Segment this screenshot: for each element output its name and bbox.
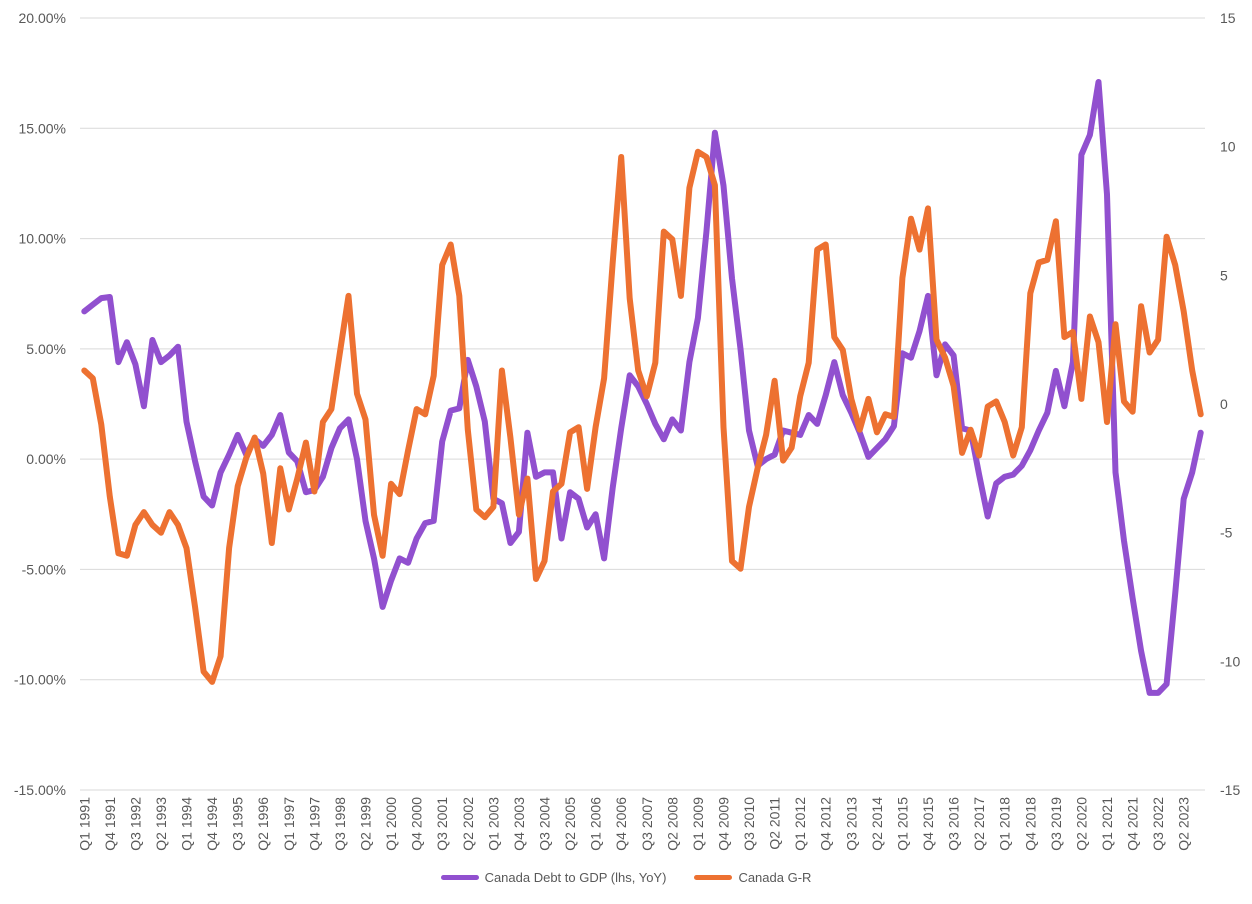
x-tick-label: Q1 2003 [485, 797, 501, 851]
x-tick-label: Q4 2009 [715, 797, 731, 851]
right-y-tick-label: -5 [1220, 525, 1233, 541]
x-tick-label: Q1 2006 [588, 797, 604, 851]
right-y-axis: 15 10 5 0 -5 -10 -15 [1220, 10, 1240, 798]
x-tick-label: Q4 2003 [511, 797, 527, 851]
x-tick-label: Q1 1991 [76, 797, 92, 851]
right-y-tick-label: 5 [1220, 267, 1228, 283]
x-tick-label: Q2 1999 [358, 797, 374, 851]
x-tick-label: Q2 2020 [1073, 797, 1089, 851]
x-tick-label: Q1 2000 [383, 797, 399, 851]
x-tick-label: Q4 2000 [409, 797, 425, 851]
line-chart: 20.00% 15.00% 10.00% 5.00% 0.00% -5.00% -10.00… [14, 10, 1241, 851]
x-tick-label: Q2 2017 [971, 797, 987, 851]
left-y-tick-label: -15.00% [14, 782, 66, 798]
x-tick-label: Q3 2022 [1150, 797, 1166, 851]
x-tick-label: Q1 2015 [894, 797, 910, 851]
x-tick-label: Q2 2008 [664, 797, 680, 851]
x-tick-label: Q3 2007 [639, 797, 655, 851]
x-tick-label: Q3 2013 [843, 797, 859, 851]
series-lines [81, 79, 1204, 696]
x-axis: Q1 1991 Q4 1991 Q3 1992 Q2 1993 Q1 1994 Q4 19… [76, 797, 1191, 851]
x-tick-label: Q1 1997 [281, 797, 297, 851]
x-tick-label: Q4 2018 [1022, 797, 1038, 851]
x-tick-label: Q2 2002 [460, 797, 476, 851]
x-tick-label: Q4 1997 [306, 797, 322, 851]
right-y-tick-label: 10 [1220, 139, 1236, 155]
x-tick-label: Q3 2019 [1048, 797, 1064, 851]
legend: Canada Debt to GDP (lhs, YoY) Canada G-R [0, 870, 1252, 885]
x-tick-label: Q2 2014 [869, 797, 885, 851]
series-line-g-r [81, 148, 1204, 685]
left-y-tick-label: 0.00% [26, 451, 66, 467]
left-y-tick-label: -5.00% [22, 561, 66, 577]
x-tick-label: Q1 2018 [997, 797, 1013, 851]
x-tick-label: Q1 2021 [1099, 797, 1115, 851]
legend-item-g-r: Canada G-R [694, 870, 811, 885]
right-y-tick-label: 15 [1220, 10, 1236, 26]
left-y-axis: 20.00% 15.00% 10.00% 5.00% 0.00% -5.00% -10.00… [14, 10, 66, 798]
x-tick-label: Q3 1995 [230, 797, 246, 851]
legend-swatch-debt-to-gdp [440, 875, 479, 880]
x-tick-label: Q3 1992 [127, 797, 143, 851]
legend-label-g-r: Canada G-R [738, 870, 812, 885]
legend-item-debt-to-gdp: Canada Debt to GDP (lhs, YoY) [440, 870, 667, 885]
left-y-tick-label: 5.00% [26, 341, 66, 357]
x-tick-label: Q2 2005 [562, 797, 578, 851]
x-tick-label: Q3 2010 [741, 797, 757, 851]
x-tick-label: Q2 2023 [1176, 797, 1192, 851]
x-tick-label: Q4 2006 [613, 797, 629, 851]
right-y-tick-label: -15 [1220, 782, 1240, 798]
x-tick-label: Q3 2004 [536, 797, 552, 851]
x-tick-label: Q2 2011 [767, 797, 783, 850]
legend-label-debt-to-gdp: Canada Debt to GDP (lhs, YoY) [484, 870, 667, 885]
x-tick-label: Q3 2016 [946, 797, 962, 851]
x-tick-label: Q2 1993 [153, 797, 169, 851]
x-tick-label: Q2 1996 [255, 797, 271, 851]
x-tick-label: Q4 2015 [920, 797, 936, 851]
legend-swatch-g-r [694, 875, 733, 880]
x-tick-label: Q4 2012 [818, 797, 834, 851]
left-y-tick-label: 15.00% [19, 120, 66, 136]
x-tick-label: Q1 1994 [179, 797, 195, 851]
right-y-tick-label: -10 [1220, 653, 1240, 669]
x-tick-label: Q4 1991 [102, 797, 118, 851]
x-tick-label: Q1 2009 [690, 797, 706, 851]
x-tick-label: Q3 1998 [332, 797, 348, 851]
x-tick-label: Q4 1994 [204, 797, 220, 851]
left-y-tick-label: 20.00% [19, 10, 66, 26]
grid-lines [80, 17, 1205, 791]
x-tick-label: Q4 2021 [1125, 797, 1141, 851]
left-y-tick-label: 10.00% [19, 231, 66, 247]
x-tick-label: Q1 2012 [792, 797, 808, 851]
right-y-tick-label: 0 [1220, 396, 1228, 412]
series-line-debt-to-gdp [81, 79, 1204, 696]
x-tick-label: Q3 2001 [434, 797, 450, 851]
left-y-tick-label: -10.00% [14, 672, 66, 688]
